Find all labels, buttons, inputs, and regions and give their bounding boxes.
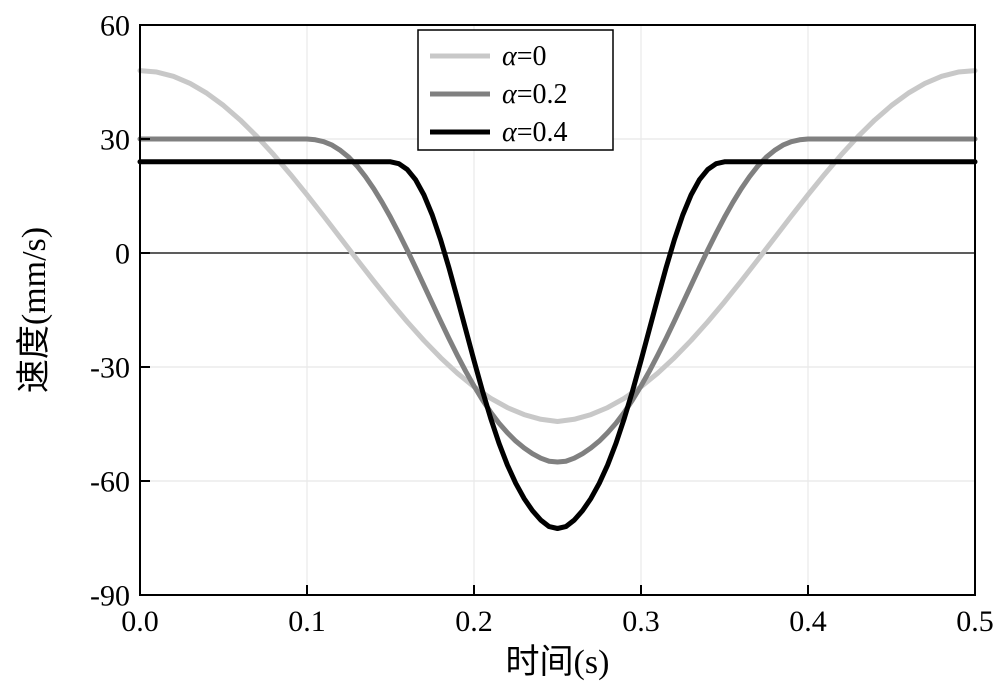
legend-label: α=0: [502, 41, 547, 72]
ytick-label: 30: [100, 124, 130, 157]
xtick-label: 0.2: [455, 605, 493, 638]
xlabel: 时间(s): [506, 644, 610, 681]
ytick-label: 0: [115, 238, 130, 271]
xtick-label: 0.5: [956, 605, 994, 638]
ytick-label: -30: [90, 352, 130, 385]
velocity-chart: 0.00.10.20.30.40.5-90-60-3003060时间(s)速度(…: [0, 0, 1000, 694]
xtick-label: 0.4: [789, 605, 827, 638]
ylabel: 速度(mm/s): [15, 227, 53, 393]
legend-label: α=0.4: [502, 117, 568, 148]
ytick-label: -60: [90, 466, 130, 499]
xtick-label: 0.1: [288, 605, 326, 638]
ytick-label: -90: [90, 580, 130, 613]
ytick-label: 60: [100, 10, 130, 43]
xtick-label: 0.3: [622, 605, 660, 638]
legend-label: α=0.2: [502, 79, 568, 110]
